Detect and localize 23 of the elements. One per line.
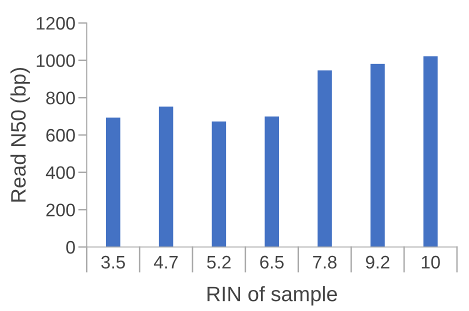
y-tick-label: 400 (46, 166, 75, 180)
y-tick-label: 1200 (36, 16, 75, 30)
x-tick-label: 10 (422, 256, 440, 269)
x-tick-label: 5.2 (207, 256, 231, 269)
y-tick-label: 1000 (36, 54, 75, 68)
bar (423, 56, 438, 247)
bar (264, 116, 279, 247)
bar (212, 122, 226, 247)
bar (158, 106, 174, 247)
y-tick-label: 800 (46, 92, 75, 104)
bar (370, 64, 385, 247)
x-tick-label: 4.7 (154, 256, 178, 268)
y-tick-label: 600 (46, 128, 75, 142)
y-tick-label: 0 (66, 240, 75, 254)
x-tick-label: 6.5 (260, 256, 284, 269)
x-tick-label: 3.5 (101, 256, 125, 269)
x-tick-label: 7.8 (313, 256, 337, 269)
x-axis-title: RIN of sample (208, 286, 337, 306)
bar (106, 118, 120, 247)
y-tick-label: 200 (46, 204, 75, 216)
y-axis-title: Read N50 (bp) (10, 68, 30, 202)
bar (318, 70, 332, 247)
x-tick-label: 9.2 (366, 256, 390, 269)
